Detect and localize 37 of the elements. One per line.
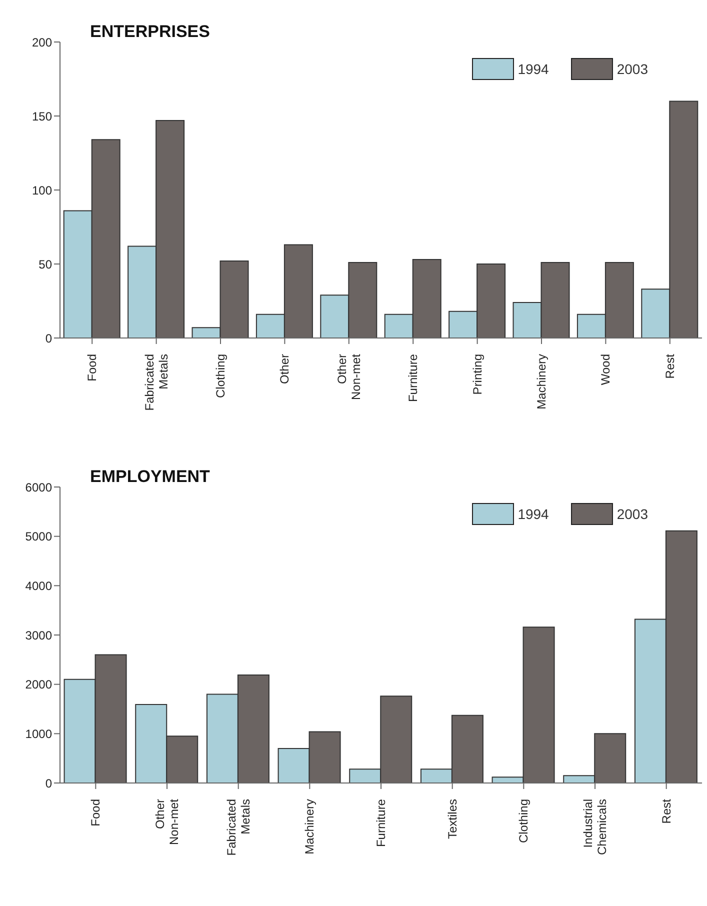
y-tick-label: 0 (45, 331, 52, 346)
x-tick-label: Machinery (534, 354, 548, 410)
x-tick-label: Industrial Chemicals (581, 799, 609, 856)
y-tick-label: 150 (32, 109, 52, 124)
x-tick-label: Machinery (302, 799, 317, 854)
y-tick-label: 2000 (25, 678, 52, 692)
legend-label: 1994 (518, 61, 549, 77)
x-tick-label: Fabricated Metals (224, 799, 252, 856)
x-tick-label: Rest (659, 798, 674, 824)
x-tick-label: Food (85, 354, 100, 382)
x-tick-label: Clothing (214, 354, 228, 398)
x-tick-label: Printing (470, 354, 484, 395)
legend-label: 2003 (616, 506, 648, 522)
x-tick-label: Fabricated Metals (142, 354, 170, 411)
x-tick-label: Other Non-met (153, 798, 181, 846)
y-tick-label: 4000 (25, 578, 52, 593)
chart-title: ENTERPRISES (90, 22, 210, 42)
x-tick-label: Furniture (374, 798, 388, 848)
y-tick-label: 0 (45, 776, 52, 790)
x-tick-label: Wood (598, 354, 613, 386)
y-tick-label: 5000 (25, 530, 52, 544)
y-tick-label: 3000 (25, 628, 52, 642)
x-tick-label: Clothing (516, 799, 531, 844)
x-tick-label: Furniture (406, 354, 420, 402)
x-tick-label: Textiles (445, 799, 460, 840)
x-tick-label: Food (88, 799, 103, 826)
legend-label: 1994 (518, 506, 549, 522)
x-tick-label: Other Non-met (334, 353, 363, 400)
x-tick-label: Other (278, 354, 292, 384)
chart-title: EMPLOYMENT (90, 467, 210, 487)
x-tick-label: Rest (662, 353, 677, 379)
y-tick-label: 1000 (25, 726, 52, 741)
legend-label: 2003 (616, 61, 648, 77)
y-tick-label: 50 (38, 257, 52, 272)
y-tick-label: 200 (32, 35, 52, 50)
y-tick-label: 6000 (25, 480, 52, 494)
y-tick-label: 100 (32, 183, 52, 198)
